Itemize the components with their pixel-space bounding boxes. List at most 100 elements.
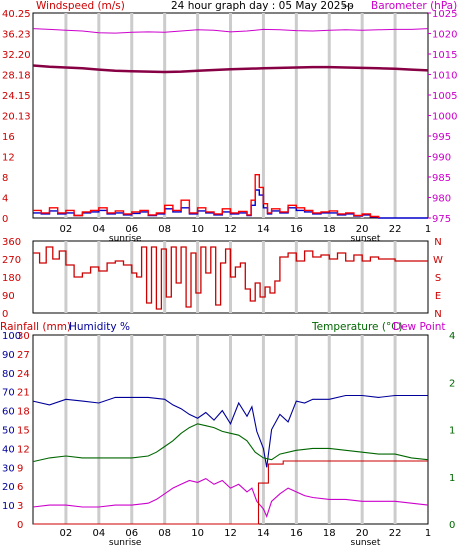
temperature-line	[32, 423, 429, 463]
windspeed-y-tick-label: 20.13	[2, 112, 31, 123]
humidity-temperature-x-tick-label: 22	[389, 528, 402, 539]
temperature-label: Temperature (°C)	[312, 321, 403, 333]
title-separator: ---	[342, 0, 354, 12]
humidity-y-tick-label: 40	[2, 444, 15, 455]
dewpoint-label: Dew Point	[393, 321, 446, 333]
humidity-y-tick-label: 100	[2, 331, 21, 342]
windspeed-y-tick-label: 0	[2, 214, 8, 225]
temperature-y-tick-label: 2	[449, 378, 455, 389]
humidity-y-tick-label: 60	[2, 407, 15, 418]
humidity-temperature-x-tick-label: 12	[224, 528, 237, 539]
rainfall-label: Rainfall (mm)	[0, 321, 72, 333]
humidity-temperature-x-tick-label: 08	[158, 528, 171, 539]
wind-direction-y-tick-label: 90	[2, 291, 15, 302]
humidity-temperature-x-tick-label: 06	[125, 528, 138, 539]
temperature-y-tick-label: 1	[449, 426, 455, 437]
windspeed-x-annotation: sunset	[351, 234, 381, 244]
humidity-temperature-x-annotation: sunset	[351, 538, 381, 548]
windspeed-x-tick-label: 02	[60, 224, 73, 235]
chart-title: 24 hour graph day : 05 May 2025p	[171, 0, 354, 12]
windspeed-y-tick-label: 24.15	[2, 91, 31, 102]
rainfall-y-tick-label: 27	[17, 350, 30, 361]
compass-tick-label: W	[433, 255, 443, 266]
rainfall-line	[33, 460, 428, 525]
barometer-label: Barometer (hPa)	[371, 0, 457, 12]
humidity-y-tick-label: 70	[2, 388, 15, 399]
barometer-y-tick-label: 1025	[432, 9, 457, 20]
humidity-y-tick-label: 20	[2, 482, 15, 493]
humidity-temperature-x-tick-label: 10	[191, 528, 204, 539]
humidity-label: Humidity %	[69, 321, 130, 333]
humidity-y-tick-label: 80	[2, 369, 15, 380]
humidity-temperature-x-tick-label: 20	[356, 528, 369, 539]
dewpoint-line	[32, 477, 429, 518]
rainfall-y-tick-label: 0	[17, 520, 23, 531]
windspeed-x-tick-label: 1	[425, 224, 431, 235]
humidity-temperature-x-tick-label: 1	[425, 528, 431, 539]
compass-tick-label: N	[434, 309, 441, 320]
barometer-line	[32, 28, 429, 34]
compass-tick-label: S	[435, 273, 441, 284]
windspeed-x-tick-label: 12	[224, 224, 237, 235]
rainfall-y-tick-label: 6	[17, 482, 23, 493]
windspeed-x-tick-label: 22	[389, 224, 402, 235]
humidity-temperature-x-tick-label: 18	[323, 528, 336, 539]
windspeed-x-tick-label: 10	[191, 224, 204, 235]
windspeed-y-tick-label: 16	[2, 132, 15, 143]
compass-tick-label: N	[434, 237, 441, 248]
humidity-y-tick-label: 10	[2, 501, 15, 512]
temperature-y-tick-label: 0	[449, 520, 455, 531]
barometer-trend-line	[32, 64, 429, 74]
humidity-temperature-x-tick-label: 14	[257, 528, 270, 539]
rainfall-y-tick-label: 21	[17, 388, 30, 399]
barometer-y-tick-label: 990	[432, 153, 451, 164]
humidity-temperature-x-tick-label: 04	[92, 528, 105, 539]
wind-direction-y-tick-label: 360	[2, 237, 21, 248]
temperature-y-tick-label: 4	[449, 331, 455, 342]
windspeed-y-tick-label: 28.18	[2, 71, 31, 82]
windspeed-y-tick-label: 32.20	[2, 50, 31, 61]
rainfall-y-tick-label: 30	[17, 331, 30, 342]
rainfall-y-tick-label: 3	[17, 501, 23, 512]
barometer-y-tick-label: 975	[432, 214, 451, 225]
humidity-temperature-x-tick-label: 16	[290, 528, 303, 539]
windspeed-y-tick-label: 40.25	[2, 9, 31, 20]
wind-direction-line	[33, 246, 428, 310]
wind-speed-line	[33, 174, 380, 218]
humidity-y-tick-label: 30	[2, 463, 15, 474]
windspeed-y-tick-label: 12	[2, 153, 15, 164]
barometer-y-tick-label: 980	[432, 194, 451, 205]
windspeed-x-tick-label: 20	[356, 224, 369, 235]
windspeed-x-tick-label: 18	[323, 224, 336, 235]
windspeed-label: Windspeed (m/s)	[36, 0, 125, 12]
rainfall-y-tick-label: 18	[17, 407, 30, 418]
windspeed-x-tick-label: 06	[125, 224, 138, 235]
rainfall-y-tick-label: 24	[17, 369, 30, 380]
windspeed-y-tick-label: 4	[2, 194, 8, 205]
humidity-temperature-x-tick-label: 02	[60, 528, 73, 539]
barometer-y-tick-label: 1020	[432, 30, 457, 41]
windspeed-y-tick-label: 36.23	[2, 30, 31, 41]
barometer-y-tick-label: 1000	[432, 112, 457, 123]
rainfall-y-tick-label: 12	[17, 444, 30, 455]
rainfall-y-tick-label: 9	[17, 463, 23, 474]
windspeed-x-tick-label: 14	[257, 224, 270, 235]
windspeed-x-tick-label: 08	[158, 224, 171, 235]
wind-direction-y-tick-label: 180	[2, 273, 21, 284]
wind-direction-y-tick-label: 270	[2, 255, 21, 266]
barometer-y-tick-label: 1010	[432, 71, 457, 82]
barometer-y-tick-label: 995	[432, 132, 451, 143]
barometer-y-tick-label: 985	[432, 173, 451, 184]
humidity-y-tick-label: 50	[2, 426, 15, 437]
barometer-y-tick-label: 1005	[432, 91, 457, 102]
humidity-temperature-x-annotation: sunrise	[109, 538, 142, 548]
wind-direction-y-tick-label: 0	[2, 309, 8, 320]
windspeed-x-tick-label: 16	[290, 224, 303, 235]
rainfall-y-tick-label: 15	[17, 426, 30, 437]
humidity-line	[32, 394, 428, 468]
windspeed-y-tick-label: 8	[2, 173, 8, 184]
barometer-y-tick-label: 1015	[432, 50, 457, 61]
windspeed-x-tick-label: 04	[92, 224, 105, 235]
temperature-y-tick-label: 1	[449, 473, 455, 484]
